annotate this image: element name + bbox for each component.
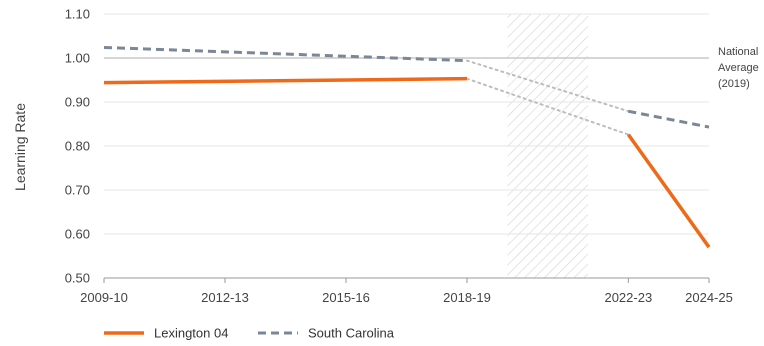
y-tick-label: 0.70: [65, 183, 90, 198]
axes: 2009-10 2012-13 2015-16 2018-19 2022-23 2024-…: [80, 277, 733, 305]
legend-label-lexington-04: Lexington 04: [154, 326, 228, 341]
reference-line-label-line: National: [718, 46, 758, 58]
y-tick-label: 0.50: [65, 271, 90, 286]
reference-line-label: National Average (2019): [718, 46, 759, 90]
y-tick-label: 0.60: [65, 227, 90, 242]
south-carolina-gap-bridge: [466, 59, 630, 113]
x-tick-label: 2012-13: [201, 290, 249, 305]
national-average-reference: National Average (2019): [104, 46, 759, 90]
x-tick-label: 2024-25: [685, 290, 733, 305]
lexington-04-line: [626, 133, 711, 249]
legend: Lexington 04 South Carolina: [104, 326, 395, 341]
series-lines: [103, 45, 711, 249]
x-tick-label: 2009-10: [80, 290, 128, 305]
x-tick-label: 2018-19: [443, 290, 491, 305]
x-tick-label: 2022-23: [604, 290, 652, 305]
lexington-04-gap-bridge: [466, 77, 630, 136]
legend-label-south-carolina: South Carolina: [308, 326, 395, 341]
y-tick-label: 0.80: [65, 139, 90, 154]
south-carolina-line: [103, 45, 468, 63]
gridlines: 0.50 0.60 0.70 0.80 0.90 1.00 1.10: [65, 7, 709, 286]
reference-line-label-line: Average: [718, 62, 759, 74]
reference-line-label-line: (2019): [718, 78, 750, 90]
y-axis-title: Learning Rate: [12, 103, 28, 191]
lexington-04-line: [103, 76, 468, 85]
y-tick-label: 0.90: [65, 95, 90, 110]
y-tick-label: 1.10: [65, 7, 90, 22]
south-carolina-line: [628, 109, 710, 129]
x-tick-label: 2015-16: [322, 290, 370, 305]
y-tick-label: 1.00: [65, 51, 90, 66]
